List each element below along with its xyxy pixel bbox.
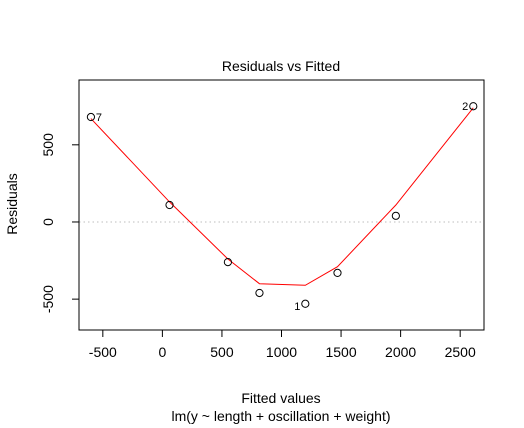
point-label: 7 <box>96 112 102 124</box>
x-tick-label: -500 <box>89 344 117 360</box>
data-point <box>255 288 264 298</box>
chart-title: Residuals vs Fitted <box>222 58 340 74</box>
data-point <box>223 257 232 267</box>
y-tick-label: -500 <box>40 285 56 313</box>
x-tick-label: 0 <box>158 344 166 360</box>
x-axis-subtitle: lm(y ~ length + oscillation + weight) <box>171 408 390 424</box>
y-axis-label: Residuals <box>4 173 20 234</box>
data-point <box>86 112 96 122</box>
plot-frame <box>78 79 485 331</box>
x-tick-label: 2500 <box>445 344 476 360</box>
y-tick-label: 0 <box>40 218 56 226</box>
y-tick-label: 500 <box>40 133 56 157</box>
smooth-line <box>90 107 474 286</box>
data-point <box>391 211 400 220</box>
x-tick-label: 1500 <box>325 344 356 360</box>
data-point <box>165 200 174 210</box>
x-tick-label: 500 <box>210 344 234 360</box>
point-label: 1 <box>294 301 300 313</box>
point-label: 2 <box>462 101 468 113</box>
data-point <box>301 299 310 308</box>
x-axis-label: Fitted values <box>241 390 320 406</box>
x-tick-label: 2000 <box>385 344 416 360</box>
data-point <box>469 102 478 111</box>
x-tick-label: 1000 <box>266 344 297 360</box>
data-point <box>333 268 342 278</box>
